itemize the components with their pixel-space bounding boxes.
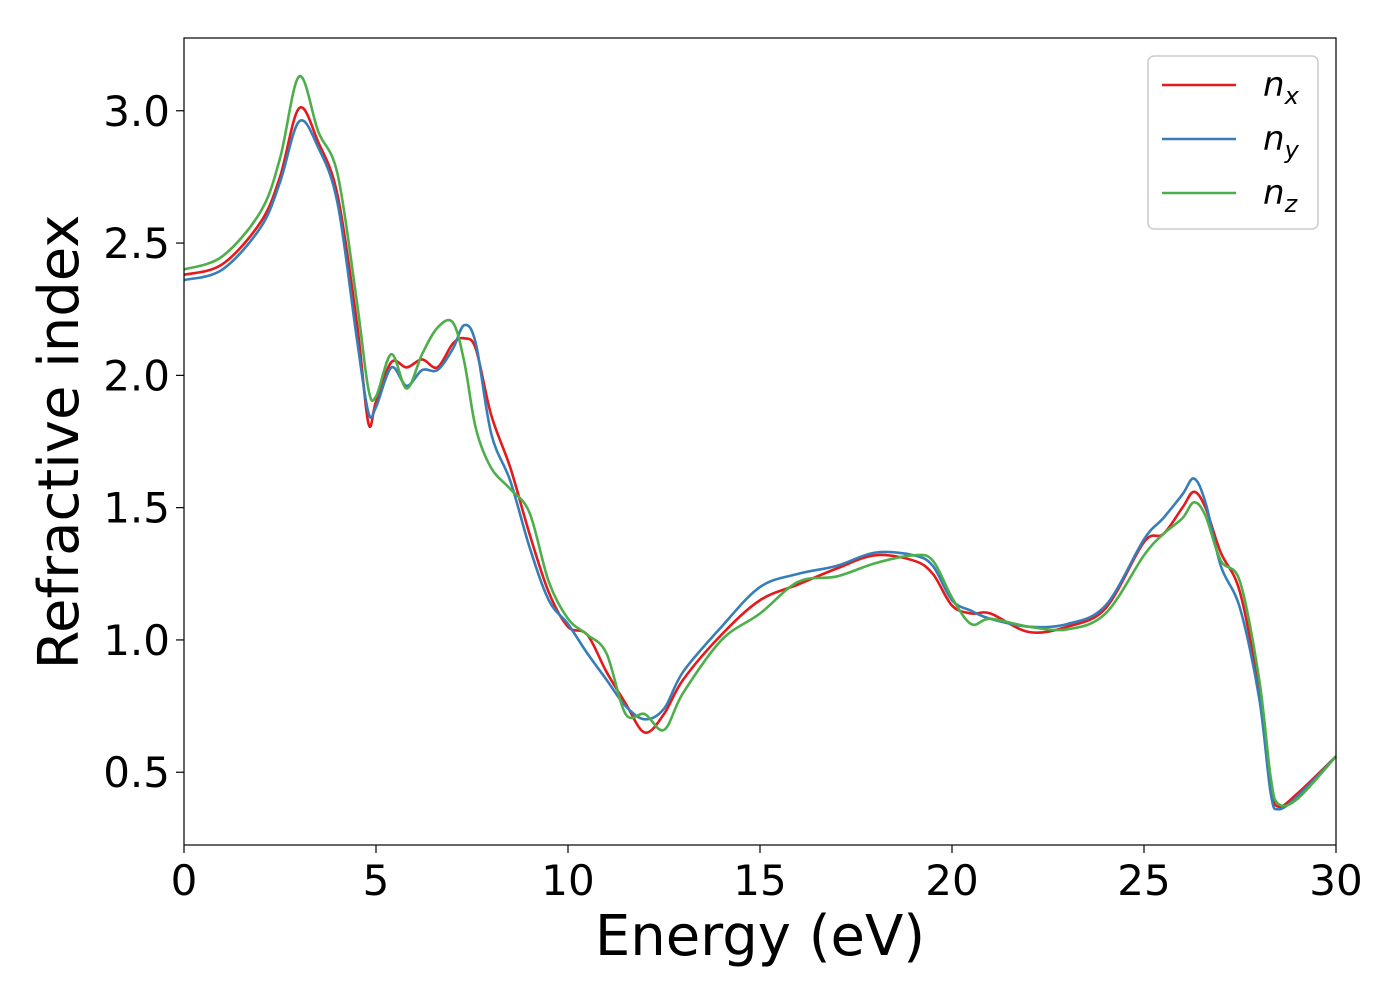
series-line-n-y: [183, 118, 1337, 811]
y-tick-label: 2.0: [103, 351, 170, 400]
x-axis-title: Energy (eV): [595, 904, 925, 969]
x-tick-label: 25: [1117, 856, 1170, 905]
y-tick-label: 1.5: [103, 484, 170, 533]
y-axis-title: Refractive index: [27, 215, 92, 670]
legend-label-x: nx: [1263, 65, 1300, 110]
y-tick-label: 2.5: [103, 219, 170, 268]
series-lines: [183, 75, 1337, 811]
x-tick-label: 20: [925, 856, 978, 905]
series-line-n-z: [183, 75, 1337, 808]
x-tick-label: 15: [733, 856, 786, 905]
y-tick-label: 0.5: [103, 748, 170, 797]
legend-box: [1147, 55, 1319, 230]
y-tick-label: 3.0: [103, 87, 170, 136]
x-tick-label: 0: [171, 856, 198, 905]
x-tick-label: 30: [1309, 856, 1362, 905]
axis-ticks: 0 5 10 15 20 25 30 0.5 1.0 1.5 2.0 2.5 3.0: [103, 87, 1363, 905]
x-tick-label: 5: [363, 856, 390, 905]
y-tick-label: 1.0: [103, 616, 170, 665]
x-tick-label: 10: [541, 856, 594, 905]
series-line-n-x: [183, 106, 1337, 809]
plot-frame: [183, 37, 1337, 846]
